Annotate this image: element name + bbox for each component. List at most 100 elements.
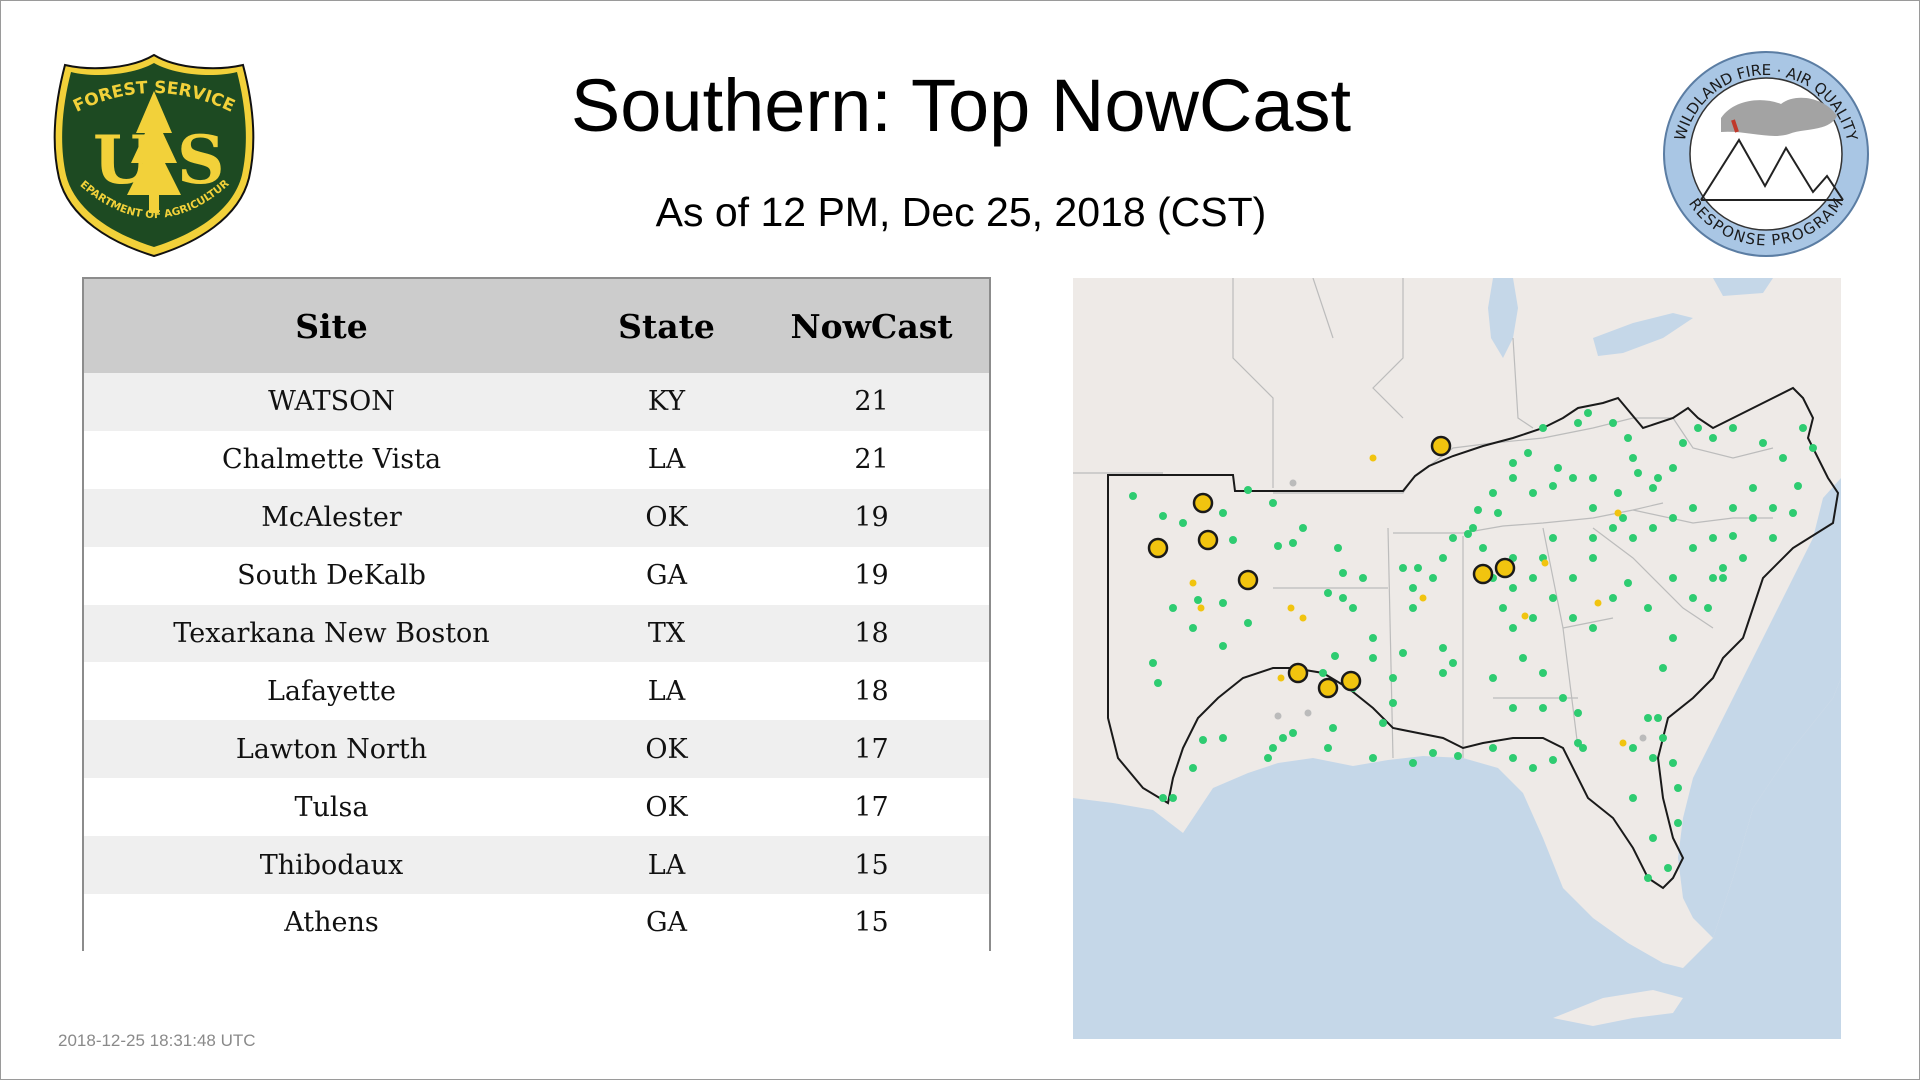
nowcast-cell: 15 — [854, 849, 889, 881]
column-header-site: Site — [295, 306, 368, 346]
site-marker-good — [1189, 764, 1197, 772]
site-marker-good — [1549, 756, 1557, 764]
site-marker-good — [1669, 464, 1677, 472]
site-marker-good — [1414, 564, 1422, 572]
site-marker-good — [1439, 644, 1447, 652]
site-marker-good — [1194, 596, 1202, 604]
site-marker-good — [1524, 449, 1532, 457]
site-cell: McAlester — [261, 502, 402, 534]
nowcast-cell: 18 — [854, 618, 889, 649]
site-marker-good — [1279, 734, 1287, 742]
site-marker-good — [1439, 554, 1447, 562]
site-marker-nodata — [1304, 709, 1312, 717]
site-marker-good — [1719, 564, 1727, 572]
state-cell: GA — [645, 560, 688, 592]
site-marker-good — [1399, 564, 1407, 572]
site-marker-good — [1674, 784, 1682, 792]
site-marker-moderate — [1197, 604, 1205, 612]
site-cell: Athens — [284, 907, 379, 939]
site-marker-good — [1129, 492, 1137, 500]
site-marker-good — [1489, 489, 1497, 497]
site-marker-good — [1389, 699, 1397, 707]
site-marker-good — [1609, 594, 1617, 602]
site-marker-good — [1654, 474, 1662, 482]
top-site-marker — [1197, 529, 1219, 551]
site-marker-good — [1539, 424, 1547, 432]
table-row: McAlester OK 19 — [84, 488, 989, 547]
site-marker-good — [1529, 764, 1537, 772]
site-marker-good — [1549, 534, 1557, 542]
site-marker-good — [1509, 624, 1517, 632]
site-marker-good — [1339, 569, 1347, 577]
site-marker-good — [1624, 579, 1632, 587]
site-marker-good — [1479, 544, 1487, 552]
site-cell: South DeKalb — [237, 560, 426, 592]
site-marker-good — [1219, 734, 1227, 742]
top-site-marker — [1472, 563, 1494, 585]
site-marker-nodata — [1274, 712, 1282, 720]
site-marker-good — [1334, 544, 1342, 552]
table-row: Lafayette LA 18 — [84, 662, 989, 721]
site-marker-good — [1509, 474, 1517, 482]
site-marker-good — [1369, 634, 1377, 642]
site-marker-good — [1634, 469, 1642, 477]
site-marker-good — [1674, 819, 1682, 827]
site-marker-good — [1199, 736, 1207, 744]
site-marker-good — [1669, 574, 1677, 582]
site-marker-good — [1549, 482, 1557, 490]
site-cell: Lawton North — [235, 733, 428, 765]
site-marker-good — [1694, 424, 1702, 432]
site-marker-good — [1409, 584, 1417, 592]
site-marker-good — [1219, 642, 1227, 650]
site-marker-moderate — [1619, 739, 1627, 747]
nowcast-cell: 21 — [854, 386, 889, 418]
site-marker-good — [1729, 504, 1737, 512]
usfs-letter-u: U — [93, 121, 151, 199]
site-marker-good — [1464, 530, 1472, 538]
site-marker-good — [1269, 744, 1277, 752]
state-cell: OK — [645, 502, 688, 534]
site-marker-good — [1769, 534, 1777, 542]
wildland-fire-logo: WILDLAND FIRE · AIR QUALITY RESPONSE PRO… — [1663, 51, 1869, 257]
site-marker-good — [1409, 759, 1417, 767]
site-marker-good — [1769, 504, 1777, 512]
site-marker-good — [1329, 724, 1337, 732]
site-marker-good — [1709, 434, 1717, 442]
site-marker-good — [1449, 659, 1457, 667]
site-marker-good — [1589, 554, 1597, 562]
site-marker-good — [1644, 874, 1652, 882]
site-marker-moderate — [1614, 509, 1622, 517]
site-marker-good — [1749, 484, 1757, 492]
site-marker-moderate — [1299, 614, 1307, 622]
nowcast-table: Site State NowCast WATSON KY 21 Chalmette … — [82, 277, 991, 952]
table-row: Texarkana New Boston TX 18 — [84, 604, 989, 663]
site-marker-good — [1554, 464, 1562, 472]
top-site-marker — [1237, 569, 1259, 591]
site-marker-good — [1229, 536, 1237, 544]
state-cell: OK — [645, 733, 688, 765]
footer-timestamp: 2018-12-25 18:31:48 UTC — [58, 1031, 256, 1050]
site-marker-good — [1574, 709, 1582, 717]
site-marker-good — [1729, 424, 1737, 432]
site-marker-good — [1529, 574, 1537, 582]
site-marker-moderate — [1277, 674, 1285, 682]
page-title: Southern: Top NowCast — [570, 64, 1352, 147]
site-marker-good — [1509, 459, 1517, 467]
site-marker-good — [1429, 574, 1437, 582]
site-marker-good — [1519, 654, 1527, 662]
table-row: WATSON KY 21 — [84, 373, 989, 431]
site-marker-good — [1454, 752, 1462, 760]
site-marker-good — [1624, 434, 1632, 442]
site-marker-good — [1331, 652, 1339, 660]
site-marker-good — [1574, 739, 1582, 747]
site-marker-good — [1439, 669, 1447, 677]
nowcast-cell: 17 — [854, 733, 889, 765]
site-marker-good — [1789, 509, 1797, 517]
site-marker-good — [1649, 484, 1657, 492]
site-marker-good — [1709, 574, 1717, 582]
page-subtitle: As of 12 PM, Dec 25, 2018 (CST) — [655, 189, 1267, 235]
site-marker-good — [1219, 509, 1227, 517]
site-marker-good — [1489, 674, 1497, 682]
site-cell: WATSON — [268, 386, 395, 418]
